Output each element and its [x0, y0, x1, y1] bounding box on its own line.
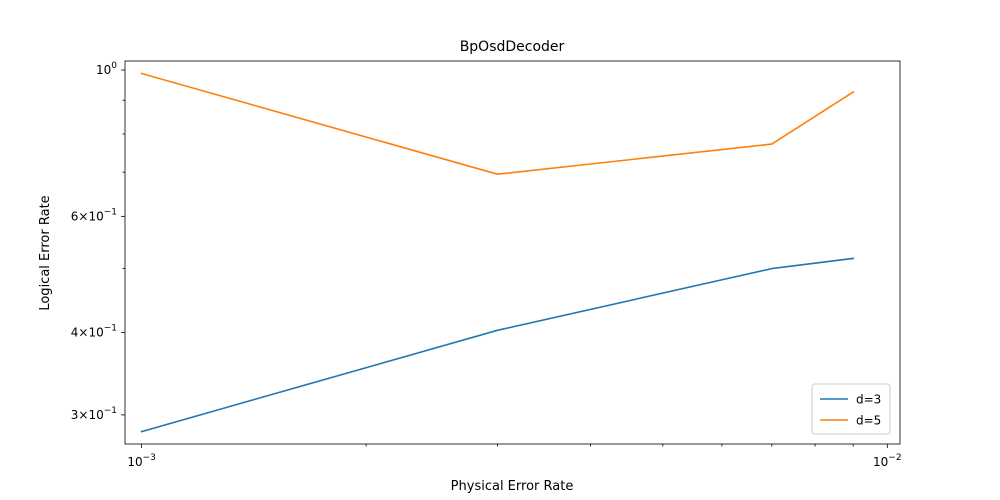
legend: d=3 d=5	[811, 383, 891, 435]
legend-box	[811, 383, 891, 435]
chart-title: BpOsdDecoder	[460, 39, 565, 55]
y-tick-label: 4×10−1	[71, 323, 117, 339]
legend-label-d=3: d=3	[856, 393, 881, 407]
x-tick-label: 10−2	[873, 453, 902, 469]
y-tick-label: 6×10−1	[71, 207, 117, 223]
series-line-d=3	[140, 257, 855, 433]
series-line-d=5	[140, 72, 855, 175]
y-axis-label: Logical Error Rate	[38, 195, 53, 310]
y-tick-label: 100	[96, 61, 117, 77]
x-tick-label: 10−3	[127, 453, 156, 469]
x-axis-label: Physical Error Rate	[451, 479, 574, 494]
y-tick-label: 3×10−1	[71, 406, 117, 422]
plot-frame	[124, 60, 901, 445]
legend-label-d=5: d=5	[856, 414, 881, 428]
